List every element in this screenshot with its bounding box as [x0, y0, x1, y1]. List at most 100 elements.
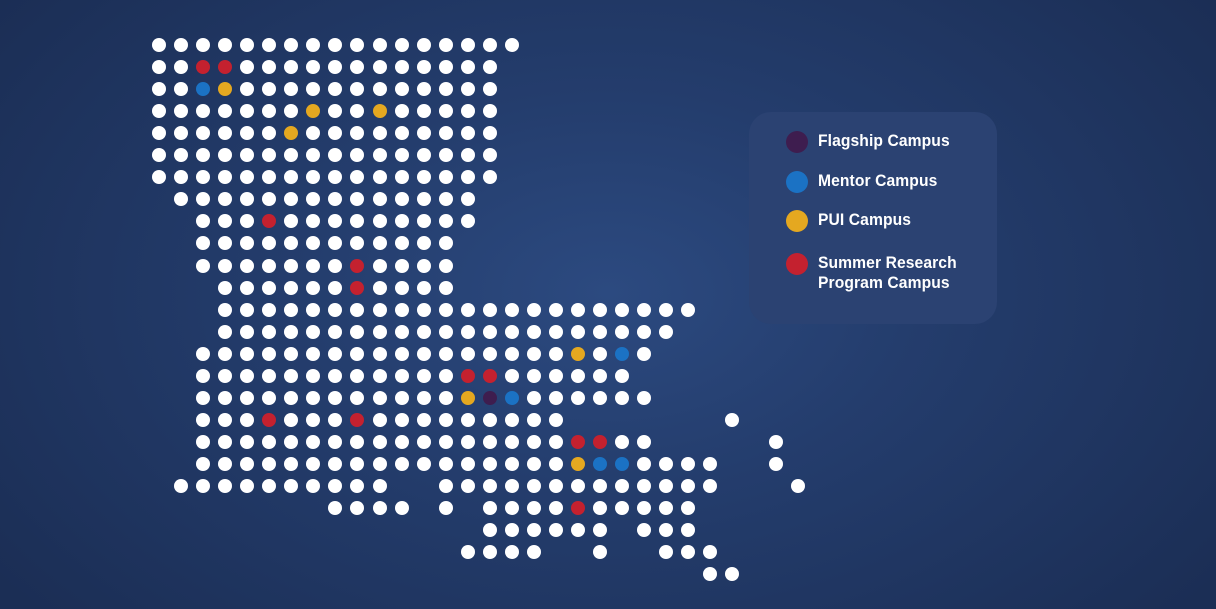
- map-dot: [350, 368, 365, 383]
- map-dot: [284, 60, 299, 75]
- map-dot: [438, 258, 453, 273]
- map-dot: [703, 479, 718, 493]
- map-dot: [526, 479, 541, 493]
- map-dot: [460, 148, 475, 163]
- map-dot: [196, 346, 211, 361]
- map-dot: [460, 324, 475, 339]
- map-dot: [240, 412, 255, 427]
- mentor-campus-dot: [615, 346, 630, 361]
- map-dot: [306, 192, 321, 207]
- map-dot: [174, 170, 189, 185]
- map-dot: [548, 324, 563, 339]
- map-dot: [615, 324, 630, 339]
- map-dot: [240, 324, 255, 339]
- map-dot: [791, 479, 806, 493]
- summer-research-campus-dot: [262, 412, 277, 427]
- map-dot: [526, 545, 541, 560]
- map-dot: [262, 258, 277, 273]
- map-dot: [218, 192, 233, 207]
- map-dot: [482, 170, 497, 185]
- map-dot: [438, 280, 453, 295]
- map-dot: [372, 501, 387, 516]
- map-dot: [637, 434, 652, 449]
- map-dot: [196, 170, 211, 185]
- map-dot: [570, 479, 585, 493]
- legend-label-pui: PUI Campus: [818, 210, 912, 229]
- map-dot: [284, 434, 299, 449]
- map-dot: [659, 501, 674, 516]
- map-dot: [394, 148, 409, 163]
- map-dot: [240, 148, 255, 163]
- map-dot: [438, 346, 453, 361]
- map-dot: [196, 434, 211, 449]
- summer-research-campus-dot: [593, 434, 607, 449]
- map-dot: [372, 214, 387, 229]
- map-dot: [240, 346, 255, 361]
- map-dot: [240, 390, 255, 405]
- map-dot: [240, 104, 255, 119]
- map-dot: [504, 456, 519, 471]
- map-dot: [460, 434, 475, 449]
- map-dot: [416, 60, 431, 75]
- map-dot: [328, 456, 343, 471]
- map-dot: [482, 479, 497, 493]
- map-dot: [438, 104, 453, 119]
- map-dot: [240, 479, 255, 493]
- map-dot: [350, 126, 365, 141]
- map-dot: [460, 456, 475, 471]
- map-dot: [482, 60, 497, 75]
- map-dot: [416, 302, 431, 317]
- map-dot: [372, 236, 387, 251]
- flagship-campus-dot: [482, 390, 497, 405]
- map-dot: [548, 412, 563, 427]
- map-dot: [548, 346, 563, 361]
- map-dot: [637, 501, 652, 516]
- summer-research-campus-dot: [350, 258, 365, 273]
- map-dot: [284, 82, 299, 97]
- map-dot: [460, 38, 475, 52]
- map-dot: [482, 126, 497, 141]
- pui-campus-dot: [284, 126, 299, 141]
- map-dot: [394, 390, 409, 405]
- map-dot: [372, 126, 387, 141]
- map-dot: [218, 236, 233, 251]
- summer-research-campus-dot: [262, 214, 277, 229]
- map-dot: [196, 479, 211, 493]
- map-dot: [460, 302, 475, 317]
- map-dot: [218, 126, 233, 141]
- map-dot: [526, 434, 541, 449]
- map-dot: [438, 456, 453, 471]
- map-dot: [306, 324, 321, 339]
- map-dot: [526, 412, 541, 427]
- map-dot: [240, 60, 255, 75]
- map-dot: [218, 368, 233, 383]
- map-dot: [218, 302, 233, 317]
- map-dot: [350, 236, 365, 251]
- map-dot: [306, 479, 321, 493]
- map-dot: [416, 82, 431, 97]
- map-dot: [306, 258, 321, 273]
- map-dot: [152, 38, 166, 52]
- map-dot: [416, 280, 431, 295]
- map-dot: [262, 390, 277, 405]
- map-dot: [593, 479, 607, 493]
- map-dot: [460, 545, 475, 560]
- map-dot: [372, 148, 387, 163]
- map-dot: [196, 390, 211, 405]
- map-dot: [218, 456, 233, 471]
- map-dot: [438, 236, 453, 251]
- map-dot: [504, 501, 519, 516]
- map-dot: [504, 434, 519, 449]
- map-dot: [218, 38, 233, 52]
- map-dot: [328, 38, 343, 52]
- map-dot: [570, 368, 585, 383]
- map-dot: [504, 412, 519, 427]
- map-dot: [372, 170, 387, 185]
- map-dot: [306, 368, 321, 383]
- map-dot: [526, 368, 541, 383]
- map-dot: [174, 479, 189, 493]
- map-dot: [262, 82, 277, 97]
- map-dot: [681, 479, 696, 493]
- map-dot: [593, 523, 607, 538]
- map-dot: [306, 236, 321, 251]
